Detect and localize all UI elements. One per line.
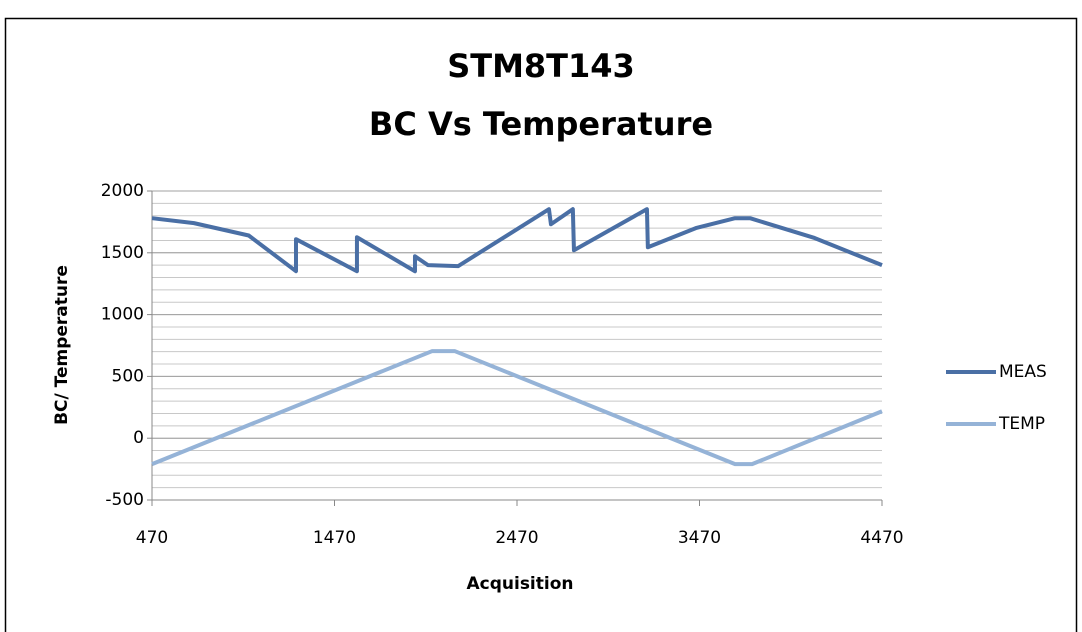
x-tick-label: 4470: [860, 528, 903, 548]
x-tick-label: 3470: [678, 528, 721, 548]
x-tick-label: 470: [136, 528, 168, 548]
x-tick-label: 1470: [313, 528, 356, 548]
x-axis-label: Acquisition: [466, 574, 573, 594]
legend-label: TEMP: [998, 414, 1045, 434]
series-line: [151, 207, 883, 274]
y-tick-label: 2000: [101, 181, 144, 201]
y-tick-label: 500: [112, 366, 144, 386]
y-tick-label: 1000: [101, 305, 144, 325]
chart-border: [4, 17, 1078, 632]
chart-title: BC Vs Temperature: [369, 105, 713, 143]
series-line: [151, 349, 883, 467]
legend-label: MEAS: [999, 362, 1047, 382]
y-tick-label: 0: [133, 428, 144, 448]
x-tick-label: 2470: [495, 528, 538, 548]
chart-title: STM8T143: [447, 47, 635, 85]
y-tick-label: 1500: [101, 243, 144, 263]
y-axis-label: BC/ Temperature: [52, 265, 72, 425]
y-tick-label: -500: [105, 490, 144, 510]
